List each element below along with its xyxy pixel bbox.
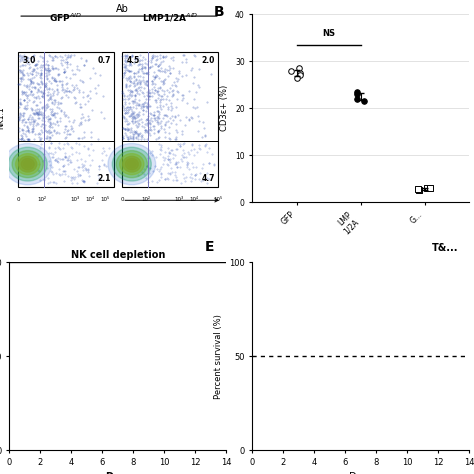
Text: NS: NS xyxy=(322,29,336,38)
Point xyxy=(423,184,431,192)
Point xyxy=(293,74,301,82)
Text: 10⁵: 10⁵ xyxy=(100,197,109,201)
Circle shape xyxy=(24,161,32,167)
Circle shape xyxy=(108,144,155,185)
Point xyxy=(353,91,360,98)
X-axis label: Days: Days xyxy=(348,473,373,474)
Title: NK cell depletion: NK cell depletion xyxy=(71,250,165,260)
Text: LMP1/2A$^{AID}$: LMP1/2A$^{AID}$ xyxy=(142,11,198,24)
Circle shape xyxy=(125,158,138,170)
Point xyxy=(296,72,304,79)
Text: NK1.1: NK1.1 xyxy=(0,106,5,129)
Circle shape xyxy=(18,156,37,172)
Text: 4.7: 4.7 xyxy=(201,174,215,183)
Point xyxy=(353,95,361,102)
Text: 3.0: 3.0 xyxy=(23,56,36,65)
Text: PBS: PBS xyxy=(352,319,370,328)
Y-axis label: Percent survival (%): Percent survival (%) xyxy=(214,314,223,399)
Point xyxy=(360,97,368,105)
Point xyxy=(414,185,422,193)
Point xyxy=(295,64,302,72)
Text: 0: 0 xyxy=(17,197,20,201)
Text: 10³: 10³ xyxy=(174,197,183,201)
Circle shape xyxy=(119,154,144,174)
Circle shape xyxy=(21,158,34,170)
X-axis label: Days: Days xyxy=(105,473,131,474)
Circle shape xyxy=(8,147,47,181)
Text: 10³: 10³ xyxy=(70,197,79,201)
Circle shape xyxy=(4,144,52,185)
Text: Ab: Ab xyxy=(116,4,129,14)
Text: 10²: 10² xyxy=(142,197,151,201)
Text: E: E xyxy=(205,240,214,254)
Text: 2.0: 2.0 xyxy=(201,56,215,65)
Point xyxy=(287,67,295,74)
Text: 2.1: 2.1 xyxy=(97,174,111,183)
Point xyxy=(297,69,304,77)
Circle shape xyxy=(128,161,136,167)
Circle shape xyxy=(112,147,151,181)
Circle shape xyxy=(123,156,141,172)
Circle shape xyxy=(116,151,147,178)
Circle shape xyxy=(16,154,40,174)
Text: 10⁴: 10⁴ xyxy=(85,197,94,201)
Text: 4.5: 4.5 xyxy=(127,56,140,65)
Text: 10⁴: 10⁴ xyxy=(189,197,199,201)
Text: B: B xyxy=(213,5,224,19)
Text: T&...: T&... xyxy=(432,243,458,253)
Text: 10⁵: 10⁵ xyxy=(213,197,222,201)
Point xyxy=(416,187,423,194)
Text: 0: 0 xyxy=(120,197,124,201)
Circle shape xyxy=(12,151,43,178)
Y-axis label: CD3ε+ (%): CD3ε+ (%) xyxy=(220,85,229,131)
Point xyxy=(354,88,361,96)
FancyBboxPatch shape xyxy=(18,52,114,187)
Point xyxy=(427,184,434,192)
Text: 0.7: 0.7 xyxy=(97,56,111,65)
Text: 10²: 10² xyxy=(37,197,46,201)
Text: GFP$^{AID}$: GFP$^{AID}$ xyxy=(49,11,82,24)
FancyBboxPatch shape xyxy=(122,52,218,187)
